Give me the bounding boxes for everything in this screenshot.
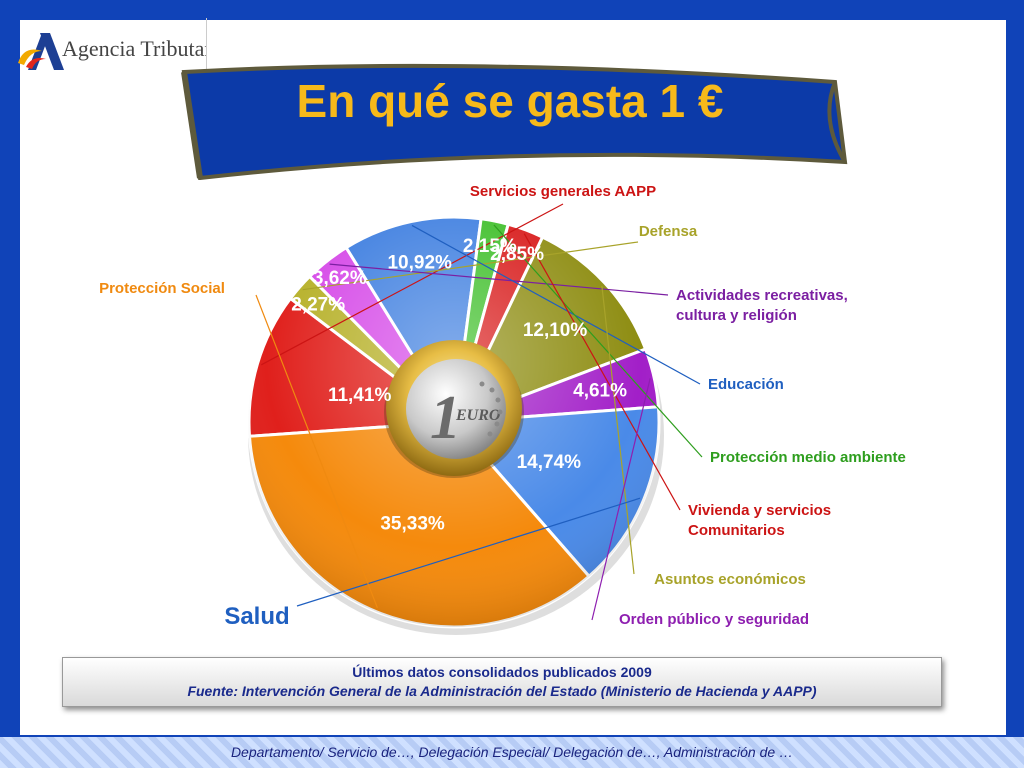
footnote-source: Fuente: Intervención General de la Admin… — [187, 683, 817, 699]
leader-line-orden-publico-y-seguridad — [591, 378, 651, 621]
leader-line-servicios-generales-aapp — [261, 203, 564, 366]
value-label-actividades-recreativas-cultura-y-religion: 3,62% — [313, 268, 367, 289]
value-label-vivienda-y-servicios-comunitarios: 2,85% — [490, 244, 544, 265]
value-label-proteccion-social: 35,33% — [380, 513, 445, 534]
leader-line-asuntos-economicos — [601, 285, 635, 575]
category-label-educacion: Educación — [708, 376, 784, 393]
footnote-line1: Últimos datos consolidados publicados 20… — [352, 664, 652, 680]
value-label-defensa: 2,27% — [291, 294, 345, 315]
category-label-defensa: Defensa — [639, 223, 698, 240]
page-title: En qué se gasta 1 € — [296, 75, 724, 127]
agency-logo-text: Agencia Tributaria — [62, 36, 207, 61]
svg-text:EURO: EURO — [455, 407, 501, 424]
euro-coin-image: 1 EURO — [384, 340, 524, 478]
leader-line-defensa — [302, 241, 639, 291]
leader-line-proteccion-social — [255, 294, 378, 609]
category-label-asuntos-economicos: Asuntos económicos — [654, 571, 806, 588]
value-label-orden-publico-y-seguridad: 4,61% — [573, 380, 627, 401]
agency-logo — [10, 15, 230, 75]
leader-line-vivienda-y-servicios-comunitarios — [523, 233, 681, 511]
category-label-proteccion-medio-ambiente: Protección medio ambiente — [710, 449, 906, 466]
source-footnote: Últimos datos consolidados publicados 20… — [62, 657, 942, 707]
category-label-servicios-generales-aapp: Servicios generales AAPP — [470, 183, 656, 200]
category-label-vivienda-y-servicios-comunitarios: Vivienda y servicios Comunitarios — [688, 502, 831, 539]
footer-bar: Departamento/ Servicio de…, Delegación E… — [0, 737, 1024, 768]
leader-line-salud — [296, 497, 641, 607]
title-banner — [181, 63, 848, 180]
category-label-orden-publico-y-seguridad: Orden público y seguridad — [619, 611, 809, 628]
category-label-salud: Salud — [224, 603, 289, 630]
category-label-proteccion-social: Protección Social — [99, 280, 225, 297]
value-label-salud: 14,74% — [517, 452, 582, 473]
logo-divider — [206, 18, 207, 70]
footer-text: Departamento/ Servicio de…, Delegación E… — [230, 744, 794, 760]
leader-line-actividades-recreativas-cultura-y-religion — [329, 263, 669, 296]
value-label-proteccion-medio-ambiente: 2,15% — [463, 236, 517, 257]
leader-line-proteccion-medio-ambiente — [493, 224, 703, 458]
svg-text:1: 1 — [430, 384, 461, 452]
category-label-actividades-recreativas-cultura-y-religion: Actividades recreativas, cultura y religi… — [676, 287, 848, 324]
value-label-asuntos-economicos: 12,10% — [523, 320, 588, 341]
value-label-servicios-generales-aapp: 11,41% — [328, 385, 391, 406]
leader-line-educacion — [411, 224, 701, 385]
agency-logo-icon — [18, 33, 64, 70]
value-label-educacion: 10,92% — [387, 253, 452, 274]
